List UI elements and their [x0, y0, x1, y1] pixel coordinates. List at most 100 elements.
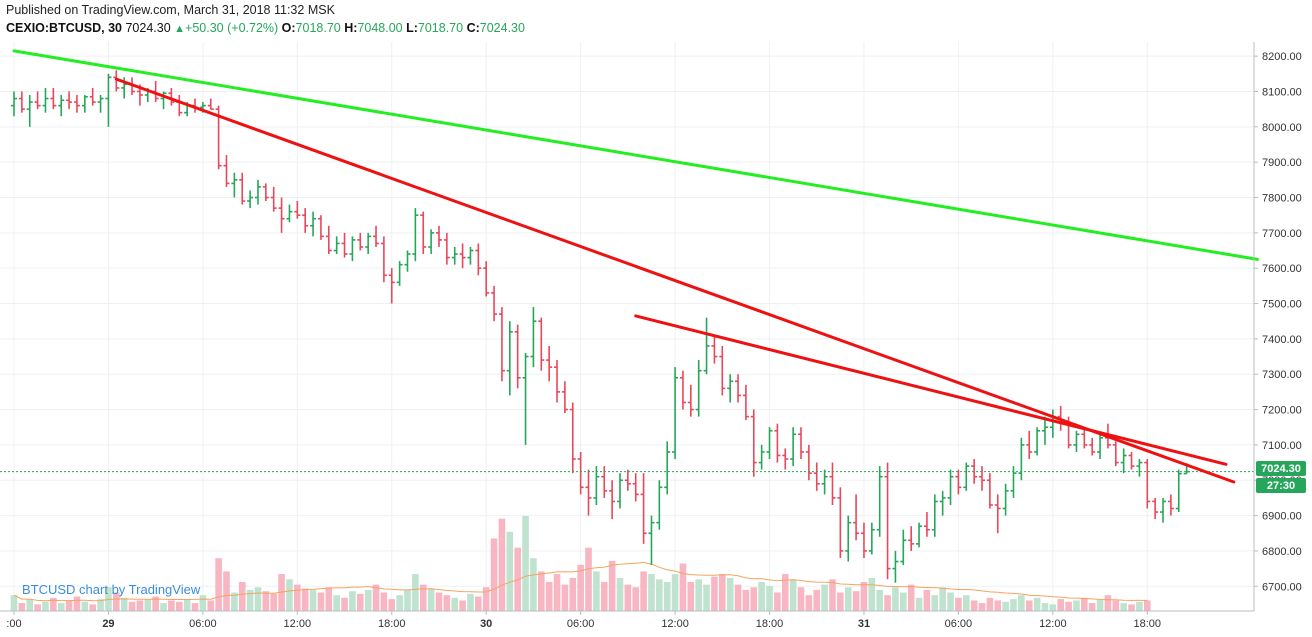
ohlc-bar: [813, 462, 820, 491]
volume-bar: [333, 595, 340, 611]
volume-bar: [1104, 595, 1112, 611]
ohlc-bar: [609, 480, 616, 520]
green-trendline[interactable]: [12, 49, 1259, 261]
ohlc-bar: [443, 232, 450, 265]
volume-bar: [459, 600, 466, 611]
ohlc-bar: [994, 494, 1001, 534]
volume-bar: [120, 597, 128, 611]
ohlc-bar: [546, 345, 553, 382]
ohlc-bar: [18, 91, 25, 113]
volume-bar: [482, 587, 490, 611]
volume-bar: [766, 585, 773, 611]
ohlc-bar: [365, 232, 372, 255]
volume-bar: [962, 595, 970, 611]
ohlc-bar: [1152, 497, 1159, 520]
x-tick-label: :00: [6, 618, 21, 630]
volume-bar: [1057, 599, 1065, 611]
volume-bar: [404, 589, 411, 611]
up-arrow-icon: ▲: [174, 23, 186, 35]
ohlc-bar: [239, 172, 246, 205]
ohlc-bar: [81, 95, 88, 113]
y-tick-label: 7800.00: [1262, 193, 1302, 205]
volume-bar: [994, 600, 1002, 611]
price-axis[interactable]: 8200.00 8100.00 8000.00 7900.00 7800.00 7700.…: [1254, 51, 1302, 593]
close-value: 7024.30: [479, 21, 525, 35]
trendlines[interactable]: [12, 49, 1259, 484]
volume-bar: [758, 581, 765, 611]
red-trendline[interactable]: [114, 77, 1236, 484]
volume-bar: [837, 592, 844, 611]
volume-bar: [1041, 603, 1049, 611]
ohlc-bar: [42, 87, 49, 113]
red-trendline[interactable]: [634, 314, 1228, 466]
ohlc-bar: [1026, 430, 1033, 460]
x-tick-label: 31: [858, 618, 870, 630]
x-tick-label: 06:00: [567, 618, 595, 630]
volume-bar: [679, 563, 687, 611]
y-tick-label: 7400.00: [1262, 334, 1302, 346]
ohlc-bar: [601, 466, 608, 498]
ohlc-bar: [451, 246, 458, 265]
ohlc-bar: [176, 95, 183, 117]
volume-bar: [616, 578, 624, 611]
ohlc-bar: [672, 367, 679, 460]
ohlc-bar: [530, 307, 537, 368]
volume-bar: [1033, 597, 1041, 611]
volume-bar: [207, 600, 215, 611]
x-tick-label: 29: [102, 618, 114, 630]
ohlc-bar: [853, 494, 860, 541]
low-label: L:: [406, 21, 418, 35]
ohlc-bar: [420, 211, 427, 255]
volume-bar: [530, 558, 537, 611]
ohlc-bar: [1073, 430, 1080, 452]
ohlc-bar: [50, 87, 57, 110]
volume-bar: [1136, 601, 1143, 611]
ohlc-bar: [664, 441, 671, 495]
ohlc-bar: [1144, 459, 1151, 509]
tradingview-watermark[interactable]: BTCUSD chart by TradingView: [22, 582, 201, 597]
volume-bar: [175, 601, 183, 611]
volume-bar: [215, 558, 222, 611]
volume-bar: [113, 592, 120, 611]
ohlc-bar: [750, 409, 757, 477]
ohlc-bar: [711, 335, 718, 364]
ohlc-bar: [538, 317, 545, 371]
ohlc-bar: [168, 87, 175, 106]
ohlc-bar: [916, 522, 923, 548]
ohlc-bar: [798, 427, 804, 460]
ohlc-bar: [577, 451, 584, 495]
y-tick-label: 8200.00: [1262, 51, 1302, 63]
y-tick-label: 7500.00: [1262, 299, 1302, 311]
ohlc-bar: [860, 522, 867, 558]
ohlc-bar: [616, 473, 623, 509]
y-tick-label: 6700.00: [1262, 581, 1302, 593]
ohlc-bar: [223, 155, 230, 187]
ohlc-bar: [963, 462, 970, 491]
volume-bar: [1112, 600, 1120, 611]
volume-bar: [506, 531, 514, 611]
volume-bar: [443, 595, 451, 611]
volume-bar: [435, 592, 443, 611]
volume-bar: [412, 574, 419, 611]
ohlc-bar: [624, 469, 631, 491]
ohlc-bar: [514, 324, 521, 389]
ohlc-bar: [1010, 466, 1017, 498]
ohlc-bar: [742, 384, 749, 421]
ohlc-bar: [310, 211, 317, 237]
volume-bar: [191, 603, 199, 611]
ohlc-bar: [774, 423, 781, 463]
volume-bar: [514, 547, 521, 611]
ohlc-bar: [498, 307, 505, 382]
ohlc-bar: [89, 87, 96, 106]
time-axis[interactable]: :00 29 06:00 12:00 18:00 30 06:00 12:00 18:00 31 0…: [6, 611, 1161, 630]
volume-bar: [168, 600, 175, 611]
volume-bar: [490, 538, 498, 611]
volume-bar: [388, 599, 396, 611]
volume-bar: [498, 518, 506, 611]
last-price-badge-bg: [1256, 461, 1306, 476]
volume-bar: [781, 574, 789, 611]
volume-bar: [719, 574, 726, 611]
ohlc-bar: [1034, 427, 1041, 456]
ohlc-bar: [1120, 448, 1127, 474]
